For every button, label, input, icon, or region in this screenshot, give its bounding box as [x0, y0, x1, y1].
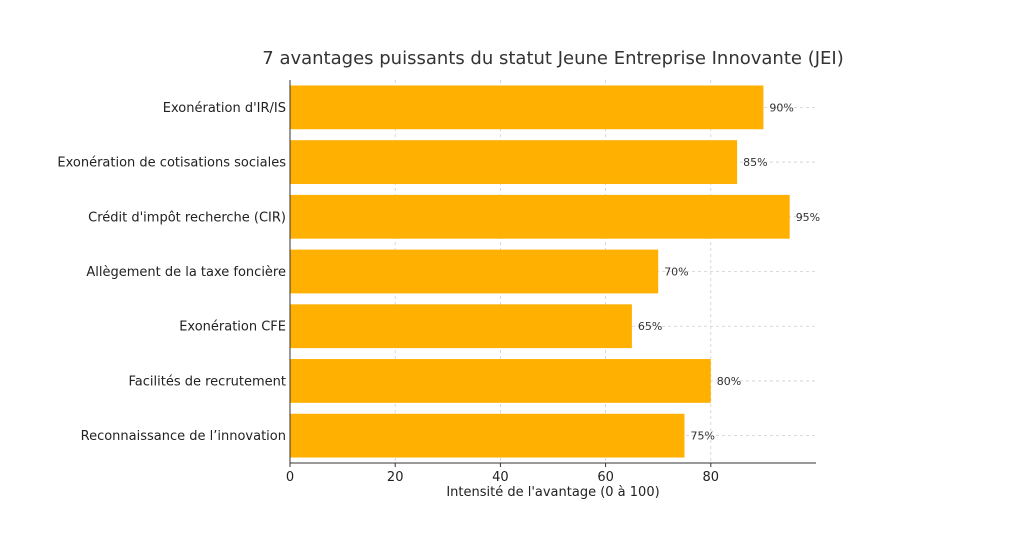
category-label: Exonération CFE — [179, 320, 286, 335]
category-label: Crédit d'impôt recherche (CIR) — [88, 210, 286, 225]
x-tick-label: 20 — [387, 470, 404, 485]
data-label: 85% — [743, 156, 767, 169]
category-label: Exonération de cotisations sociales — [57, 156, 286, 171]
category-label: Exonération d'IR/IS — [163, 101, 286, 116]
data-label: 65% — [638, 320, 662, 333]
bar — [290, 140, 738, 184]
data-label: 80% — [717, 375, 741, 388]
axis-layer: Exonération d'IR/IS Exonération de cotisa… — [57, 80, 816, 485]
chart-title: 7 avantages puissants du statut Jeune En… — [262, 48, 843, 69]
bar — [290, 359, 711, 403]
data-label: 70% — [664, 266, 688, 279]
x-tick-label: 40 — [492, 470, 509, 485]
x-tick-label: 80 — [703, 470, 720, 485]
bar — [290, 249, 659, 294]
category-label: Reconnaissance de l’innovation — [81, 429, 286, 444]
data-label: 95% — [796, 211, 820, 224]
x-tick-label: 0 — [286, 470, 294, 485]
bar — [290, 85, 764, 130]
bars-layer: 90% 85% 95% 70% 65% 80% 75% — [290, 85, 820, 458]
bar — [290, 413, 685, 458]
data-label: 75% — [691, 430, 715, 443]
category-label: Allègement de la taxe foncière — [86, 265, 286, 280]
x-axis-title: Intensité de l'avantage (0 à 100) — [446, 485, 659, 500]
bar — [290, 194, 790, 239]
x-tick-label: 60 — [597, 470, 614, 485]
category-label: Facilités de recrutement — [129, 374, 287, 389]
data-label: 90% — [769, 101, 793, 114]
bar — [290, 304, 632, 349]
